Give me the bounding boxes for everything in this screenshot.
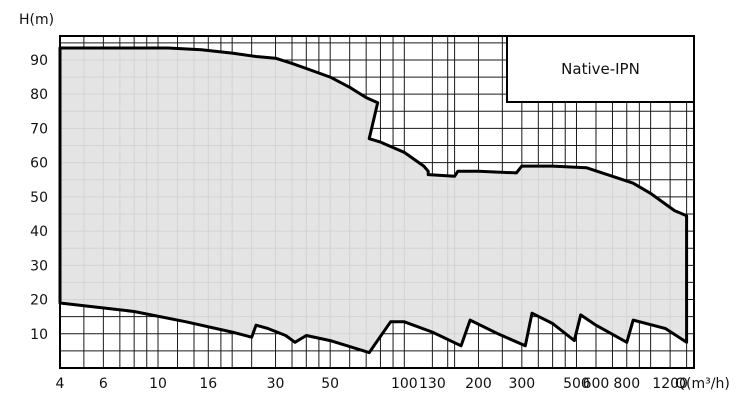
y-tick-label: 60 [30, 156, 48, 172]
x-tick-label: 500 [563, 376, 590, 392]
y-tick-label: 70 [30, 121, 48, 137]
y-tick-label: 20 [30, 293, 48, 309]
y-tick-label: 80 [30, 87, 48, 103]
x-tick-label: 4 [56, 376, 65, 392]
x-tick-label: 50 [321, 376, 339, 392]
y-axis-ticks: 10 20 30 40 50 60 70 80 90 [30, 53, 48, 343]
legend-label: Native-IPN [561, 60, 640, 78]
y-tick-label: 90 [30, 53, 48, 69]
x-tick-label: 130 [419, 376, 446, 392]
x-tick-label: 1200 [652, 376, 688, 392]
x-tick-label: 200 [465, 376, 492, 392]
y-axis-label: H(m) [19, 12, 54, 28]
y-tick-label: 30 [30, 258, 48, 274]
y-tick-label: 40 [30, 224, 48, 240]
legend: Native-IPN [506, 35, 695, 103]
x-tick-label: 10 [149, 376, 167, 392]
plot-frame [59, 35, 695, 369]
x-axis-label: Q(m³/h) [675, 376, 730, 392]
x-tick-label: 800 [613, 376, 640, 392]
y-tick-label: 50 [30, 190, 48, 206]
y-tick-label: 10 [30, 327, 48, 343]
x-tick-label: 30 [267, 376, 285, 392]
performance-envelope [58, 46, 689, 355]
x-tick-label: 600 [583, 376, 610, 392]
x-tick-label: 100 [391, 376, 418, 392]
x-tick-label: 6 [99, 376, 108, 392]
x-tick-label: 300 [508, 376, 535, 392]
x-tick-label: 16 [199, 376, 217, 392]
